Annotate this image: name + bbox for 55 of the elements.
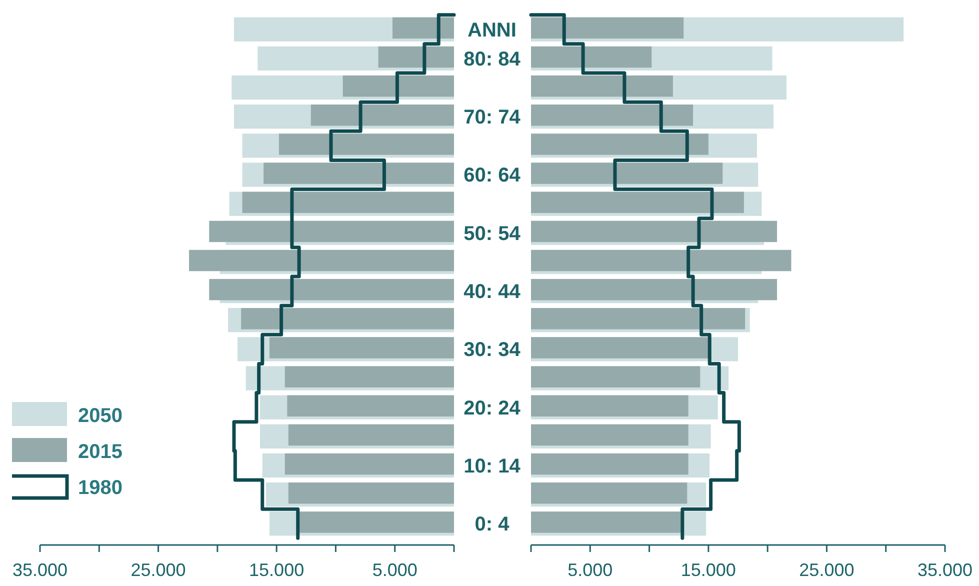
bar [531, 424, 688, 446]
legend-label: 2050 [78, 405, 122, 427]
x-tick-label: 15.000 [680, 560, 736, 580]
y-tick-label: 40: 44 [464, 281, 522, 304]
bar [269, 337, 454, 358]
bar [209, 220, 454, 242]
bar [189, 250, 454, 272]
bar [264, 162, 454, 184]
legend-label: 1980 [78, 477, 122, 499]
bar [531, 482, 688, 504]
bar [531, 337, 708, 358]
x-tick-label: 5.000 [372, 560, 418, 580]
bar [531, 17, 684, 39]
bar [531, 453, 688, 475]
bar [531, 162, 723, 184]
bar [531, 278, 778, 300]
bar [378, 46, 454, 68]
bar [209, 278, 454, 300]
bar [531, 366, 700, 388]
y-tick-label: 60: 64 [464, 164, 522, 187]
y-tick-label: 80: 84 [464, 48, 522, 70]
bar [531, 46, 652, 68]
bar [392, 17, 454, 39]
y-tick-label: 0: 4 [474, 514, 510, 536]
y-tick-label: 70: 74 [464, 106, 522, 129]
y-tick-label: 20: 24 [464, 397, 522, 420]
bar [288, 482, 454, 504]
y-tick-label: 50: 54 [464, 222, 522, 245]
bar [278, 134, 454, 155]
bar [531, 250, 792, 272]
y-tick-label: 10: 14 [464, 455, 522, 478]
bar [531, 512, 682, 533]
bar [310, 104, 454, 126]
bar [287, 395, 454, 416]
bar [531, 104, 694, 126]
bar [531, 395, 688, 416]
legend-label: 2015 [78, 441, 122, 463]
bar [241, 308, 454, 330]
x-tick-label: 35.000 [917, 560, 973, 580]
y-tick-label: 30: 34 [464, 339, 522, 362]
bar [531, 75, 673, 97]
bar [284, 366, 454, 388]
bar [242, 192, 454, 213]
x-tick-label: 15.000 [249, 560, 304, 580]
y-tick-label: ANNI [468, 19, 516, 42]
x-tick-label: 5.000 [568, 560, 613, 580]
bar [288, 424, 454, 446]
x-tick-label: 35.000 [12, 560, 68, 580]
bar [299, 512, 454, 533]
x-tick-label: 25.000 [799, 560, 854, 580]
bar [342, 75, 454, 97]
bar [531, 192, 744, 213]
bar [531, 134, 708, 155]
x-tick-label: 25.000 [130, 560, 186, 580]
bar [284, 453, 454, 475]
